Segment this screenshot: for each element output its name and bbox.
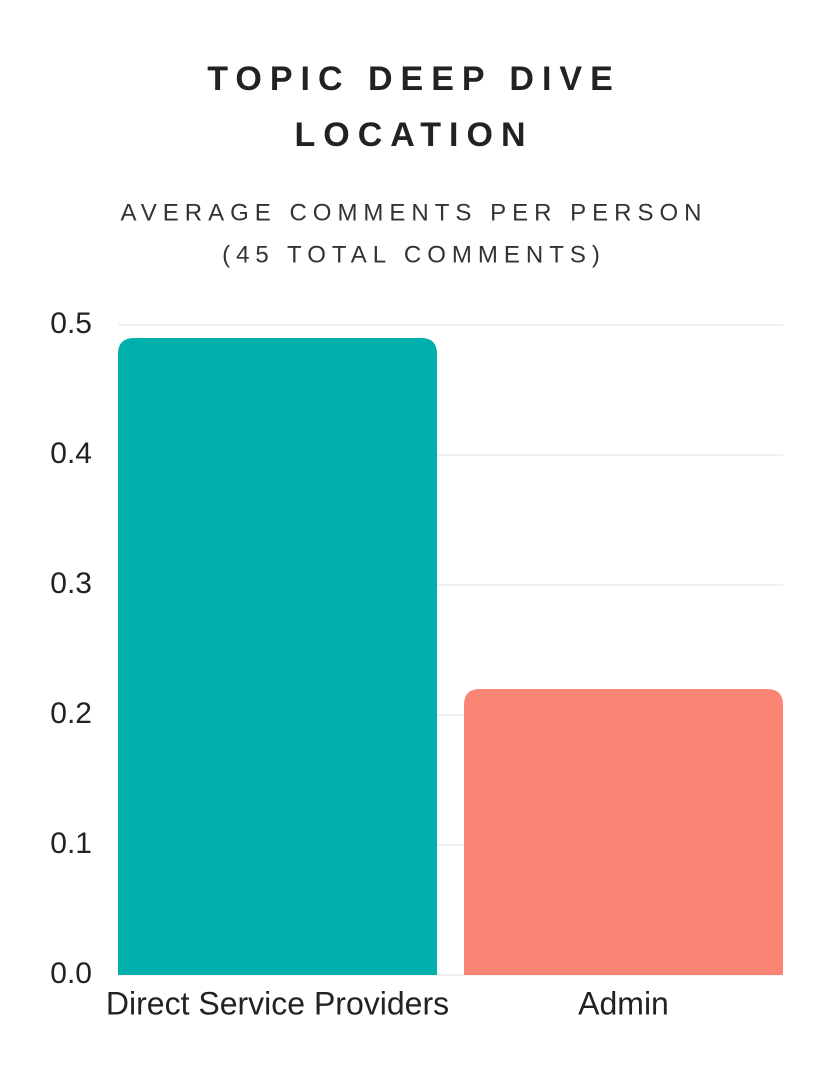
x-tick-label: Admin: [578, 985, 669, 1021]
y-tick-label: 0.4: [50, 437, 92, 470]
y-tick-label: 0.0: [50, 957, 92, 990]
bar: [118, 338, 437, 975]
y-tick-label: 0.1: [50, 827, 92, 860]
y-tick-label: 0.2: [50, 697, 92, 730]
y-tick-label: 0.3: [50, 567, 92, 600]
bar: [464, 689, 783, 975]
chart-subtitle: (45 TOTAL COMMENTS): [222, 241, 606, 268]
chart-subtitle: AVERAGE COMMENTS PER PERSON: [121, 199, 708, 226]
chart-title: LOCATION: [294, 116, 533, 154]
chart-title: TOPIC DEEP DIVE: [207, 60, 621, 98]
x-tick-label: Direct Service Providers: [106, 985, 449, 1021]
y-tick-label: 0.5: [50, 307, 92, 340]
